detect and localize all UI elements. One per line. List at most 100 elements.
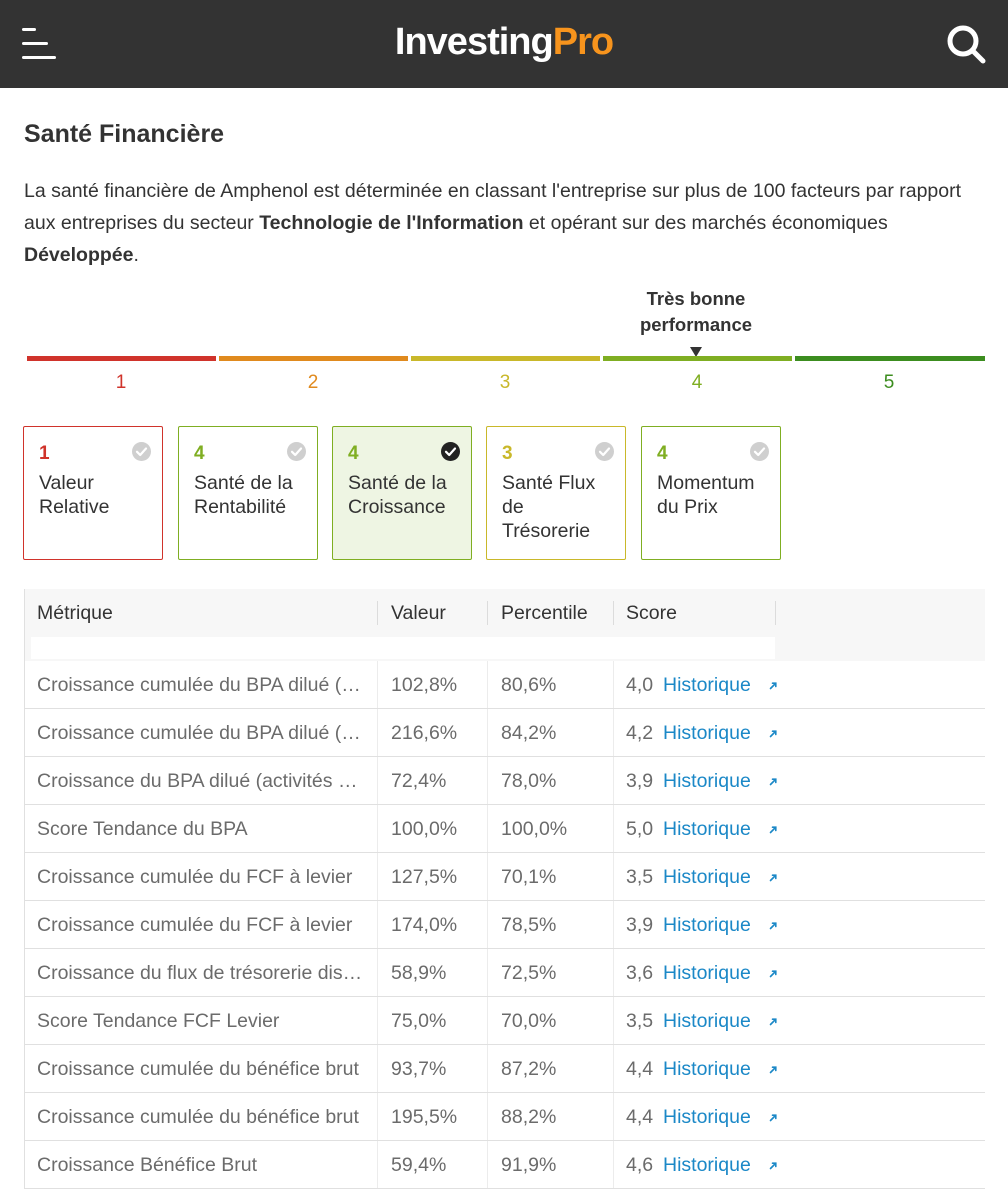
metrics-table: Métrique Valeur Percentile Score Croissa… <box>24 589 985 1189</box>
table-row: Croissance du flux de trésorerie disponi… <box>24 949 985 997</box>
header-divider <box>613 601 614 625</box>
historique-link[interactable]: Historique <box>663 722 751 744</box>
table-row: Croissance cumulée du FCF à levier 127,5%… <box>24 853 985 901</box>
hamburger-menu-icon[interactable] <box>22 26 58 62</box>
historique-link[interactable]: Historique <box>663 674 751 696</box>
column-divider <box>487 757 488 804</box>
historique-link[interactable]: Historique <box>663 914 751 936</box>
card-label-line: Rentabilité <box>194 496 287 518</box>
column-divider <box>613 1141 614 1188</box>
table-row: Croissance cumulée du BPA dilué (activit… <box>24 709 985 757</box>
metric-name: Croissance cumulée du BPA dilué (activit… <box>37 722 367 744</box>
column-divider <box>487 949 488 996</box>
card-label-line: Santé de la <box>194 472 293 494</box>
investingpro-logo[interactable]: InvestingPro <box>0 20 1008 64</box>
historique-link[interactable]: Historique <box>663 1106 751 1128</box>
metric-score: 4,0 <box>626 674 654 696</box>
scale-segment-2 <box>219 356 408 361</box>
external-link-icon[interactable] <box>769 825 778 834</box>
column-divider <box>377 1045 378 1092</box>
desc-text: et opérant sur des marchés économiques <box>523 212 888 234</box>
search-icon[interactable] <box>944 22 988 66</box>
card-label-line: du Prix <box>657 496 718 518</box>
column-divider <box>377 757 378 804</box>
card-score: 4 <box>194 443 205 464</box>
external-link-icon[interactable] <box>769 969 778 978</box>
historique-link[interactable]: Historique <box>663 1154 751 1176</box>
metric-value: 127,5% <box>391 866 458 888</box>
column-divider <box>613 1093 614 1140</box>
header-score[interactable]: Score <box>626 602 677 624</box>
table-row: Score Tendance du BPA 100,0% 100,0% 5,0 Hist… <box>24 805 985 853</box>
scale-segment-3 <box>411 356 600 361</box>
column-divider <box>613 997 614 1044</box>
metric-name: Score Tendance FCF Levier <box>37 1010 280 1032</box>
external-link-icon[interactable] <box>769 777 778 786</box>
metric-name: Croissance Bénéfice Brut <box>37 1154 258 1176</box>
external-link-icon[interactable] <box>769 1161 778 1170</box>
header-metric[interactable]: Métrique <box>37 602 113 624</box>
card-sante-rentabilite[interactable]: 4 Santé de la Rentabilité <box>178 426 318 560</box>
card-label: Valeur Relative <box>39 471 157 519</box>
header-value[interactable]: Valeur <box>391 602 446 624</box>
desc-text: . <box>133 244 139 266</box>
card-sante-flux-tresorerie[interactable]: 3 Santé Flux de Trésorerie <box>486 426 626 560</box>
external-link-icon[interactable] <box>769 729 778 738</box>
card-label: Santé Flux de Trésorerie <box>502 471 620 543</box>
header-divider <box>377 601 378 625</box>
desc-market: Développée <box>24 244 134 266</box>
historique-link[interactable]: Historique <box>663 818 751 840</box>
performance-marker-icon <box>690 347 702 357</box>
header-divider <box>487 601 488 625</box>
column-divider <box>377 949 378 996</box>
performance-label: Très bonne performance <box>620 286 772 338</box>
metric-percentile: 78,0% <box>501 770 557 792</box>
external-link-icon[interactable] <box>769 1065 778 1074</box>
metric-score: 4,6 <box>626 1154 654 1176</box>
column-divider <box>377 901 378 948</box>
card-momentum-prix[interactable]: 4 Momentum du Prix <box>641 426 781 560</box>
metric-score: 4,4 <box>626 1058 654 1080</box>
metric-value: 72,4% <box>391 770 447 792</box>
card-sante-croissance[interactable]: 4 Santé de la Croissance <box>332 426 472 560</box>
desc-text: La santé financière de Amphenol est déte… <box>24 180 962 234</box>
metric-score: 3,5 <box>626 866 654 888</box>
metric-score: 5,0 <box>626 818 654 840</box>
column-divider <box>487 997 488 1044</box>
metric-score: 4,4 <box>626 1106 654 1128</box>
header-percentile[interactable]: Percentile <box>501 602 588 624</box>
external-link-icon[interactable] <box>769 873 778 882</box>
historique-link[interactable]: Historique <box>663 1058 751 1080</box>
column-divider <box>613 949 614 996</box>
metric-value: 195,5% <box>391 1106 458 1128</box>
historique-link[interactable]: Historique <box>663 770 751 792</box>
historique-link[interactable]: Historique <box>663 866 751 888</box>
historique-link[interactable]: Historique <box>663 962 751 984</box>
external-link-icon[interactable] <box>769 681 778 690</box>
metric-name: Croissance cumulée du FCF à levier <box>37 914 353 936</box>
metric-percentile: 78,5% <box>501 914 557 936</box>
table-header: Métrique Valeur Percentile Score <box>24 589 985 661</box>
metric-name: Croissance cumulée du bénéfice brut <box>37 1058 359 1080</box>
column-divider <box>377 661 378 708</box>
card-valeur-relative[interactable]: 1 Valeur Relative <box>23 426 163 560</box>
check-circle-icon <box>750 442 769 461</box>
card-label-line: Croissance <box>348 496 446 518</box>
external-link-icon[interactable] <box>769 921 778 930</box>
scale-label-4: 4 <box>691 372 703 393</box>
card-label: Santé de la Rentabilité <box>194 471 312 519</box>
check-circle-icon <box>287 442 306 461</box>
external-link-icon[interactable] <box>769 1017 778 1026</box>
column-divider <box>377 1093 378 1140</box>
card-label-line: Relative <box>39 496 110 518</box>
metric-name: Croissance cumulée du BPA dilué (activit… <box>37 674 367 696</box>
page-title: Santé Financière <box>24 120 225 148</box>
table-row: Croissance cumulée du bénéfice brut 93,7%… <box>24 1045 985 1093</box>
column-divider <box>487 1045 488 1092</box>
column-divider <box>613 661 614 708</box>
check-circle-icon <box>441 442 460 461</box>
external-link-icon[interactable] <box>769 1113 778 1122</box>
desc-sector: Technologie de l'Information <box>259 212 524 234</box>
historique-link[interactable]: Historique <box>663 1010 751 1032</box>
column-divider <box>487 709 488 756</box>
